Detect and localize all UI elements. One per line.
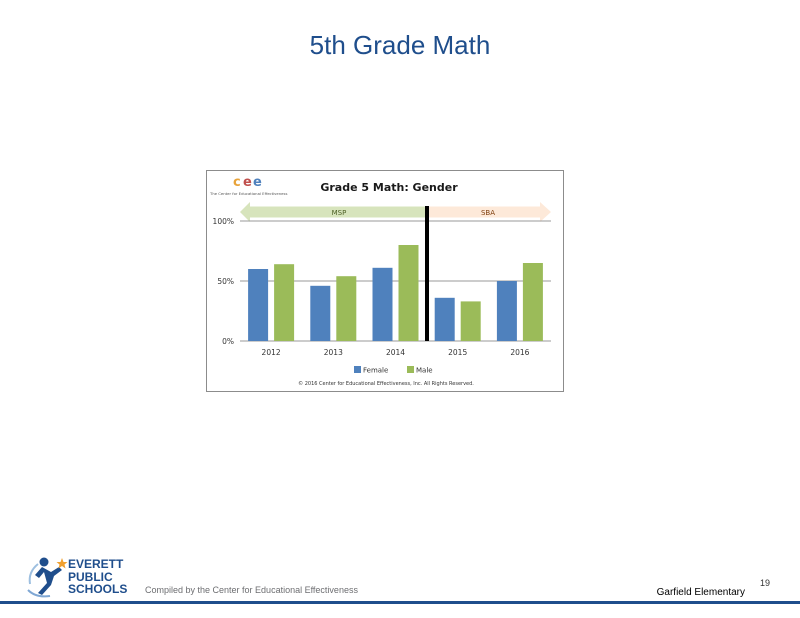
bar-male-2013 xyxy=(336,276,357,341)
footer-divider xyxy=(0,601,800,604)
cee-logo-letter-2: e xyxy=(243,175,252,190)
legend-label-female: Female xyxy=(363,367,388,375)
x-tick-label-2014: 2014 xyxy=(386,348,405,357)
bar-female-2014 xyxy=(372,267,393,341)
bar-male-2014 xyxy=(398,245,419,341)
x-tick-label-2013: 2013 xyxy=(324,348,343,357)
bar-female-2016 xyxy=(496,281,517,341)
x-tick-label-2012: 2012 xyxy=(262,348,281,357)
slide-title: 5th Grade Math xyxy=(309,30,491,60)
page-number: 19 xyxy=(760,578,771,588)
y-tick-label-100: 100% xyxy=(213,217,234,226)
district-logo-text: EVERETT PUBLIC SCHOOLS xyxy=(68,558,127,596)
cee-logo-letter-1: c xyxy=(233,175,241,190)
district-logo-line-1: EVERETT xyxy=(68,557,124,571)
district-logo-line-3: SCHOOLS xyxy=(68,582,128,596)
bar-female-2015 xyxy=(434,297,455,341)
legend-swatch-male xyxy=(407,366,414,373)
legend-label-male: Male xyxy=(416,367,433,375)
bar-male-2012 xyxy=(274,264,295,341)
chart-container: c e e The Center for Educational Effecti… xyxy=(206,170,564,392)
cee-logo: c e e The Center for Educational Effecti… xyxy=(209,175,287,196)
chart-title: Grade 5 Math: Gender xyxy=(320,181,458,194)
legend-swatch-female xyxy=(354,366,361,373)
bar-male-2016 xyxy=(522,263,543,341)
chart-svg: c e e The Center for Educational Effecti… xyxy=(209,175,551,387)
school-name: Garfield Elementary xyxy=(656,587,745,598)
y-tick-label-50: 50% xyxy=(217,277,234,286)
bar-male-2015 xyxy=(460,301,481,341)
cee-logo-letter-3: e xyxy=(253,175,262,190)
cee-logo-subtitle: The Center for Educational Effectiveness xyxy=(209,191,287,196)
district-logo-line-2: PUBLIC xyxy=(68,569,113,584)
msp-period-label: MSP xyxy=(332,209,347,217)
bar-female-2013 xyxy=(310,285,331,341)
sba-period-label: SBA xyxy=(481,209,495,217)
msp-period-arrow xyxy=(240,202,427,222)
y-tick-label-0: 0% xyxy=(222,337,234,346)
sba-period-arrow xyxy=(427,202,551,222)
x-tick-label-2015: 2015 xyxy=(448,348,467,357)
chart-copyright: © 2016 Center for Educational Effectiven… xyxy=(298,380,474,387)
x-tick-label-2016: 2016 xyxy=(510,348,529,357)
compiled-by-text: Compiled by the Center for Educational E… xyxy=(145,585,358,595)
bar-female-2012 xyxy=(248,269,269,341)
district-logo-icon xyxy=(27,557,68,598)
